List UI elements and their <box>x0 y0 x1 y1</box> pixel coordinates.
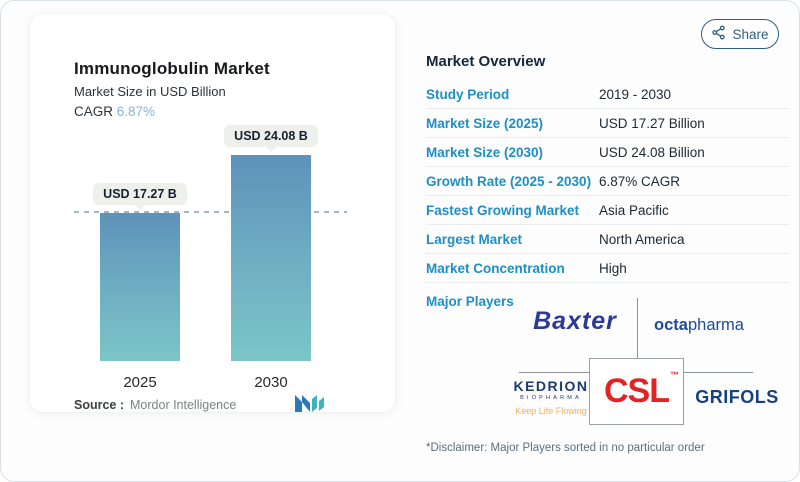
grifols-logo: GRIFOLS <box>695 387 779 407</box>
bar-group-2030: USD 24.08 B 2030 <box>224 125 318 391</box>
source-name: Mordor Intelligence <box>130 398 237 412</box>
row-label: Market Size (2030) <box>426 144 544 160</box>
kedrion-logo-subtitle: BIOPHARMA <box>520 395 582 401</box>
players-divider-vertical <box>637 298 638 358</box>
octapharma-logo-bold: octa <box>654 316 688 334</box>
kedrion-logo-tagline: Keep Life Flowing <box>515 406 587 416</box>
players-divider-right <box>684 372 753 373</box>
row-value: North America <box>599 231 685 247</box>
row-value: Asia Pacific <box>599 202 669 218</box>
row-label: Growth Rate (2025 - 2030) <box>426 173 592 189</box>
table-row-market-size-2030: Market Size (2030) USD 24.08 Billion <box>426 138 789 167</box>
bar-2030 <box>231 155 311 361</box>
row-value: 2019 - 2030 <box>599 86 672 102</box>
octapharma-logo: octapharma <box>647 316 751 335</box>
bar-chart: USD 17.27 B 2025 USD 24.08 B 2030 <box>74 125 347 391</box>
csl-logo-text: CSL <box>604 372 670 410</box>
x-axis-label-2025: 2025 <box>123 374 157 391</box>
row-label: Fastest Growing Market <box>426 202 580 218</box>
share-button[interactable]: Share <box>701 19 779 49</box>
players-divider-left <box>519 372 589 373</box>
row-value: USD 24.08 Billion <box>599 144 705 160</box>
chart-subtitle: Market Size in USD Billion <box>74 84 226 99</box>
baxter-logo: Baxter <box>533 307 617 335</box>
row-value: 6.87% CAGR <box>599 173 681 189</box>
csl-logo-box: CSL ™ <box>589 358 684 425</box>
row-label: Largest Market <box>426 231 523 247</box>
table-row-market-size-2025: Market Size (2025) USD 17.27 Billion <box>426 109 789 138</box>
table-row-study-period: Study Period 2019 - 2030 <box>426 80 789 109</box>
table-row-market-concentration: Market Concentration High <box>426 254 789 283</box>
source-row: Source : Mordor Intelligence <box>74 395 347 415</box>
kedrion-logo-name: KEDRION <box>513 378 589 394</box>
bar-2025 <box>100 213 180 361</box>
disclaimer-text: *Disclaimer: Major Players sorted in no … <box>426 442 705 454</box>
chart-title: Immunoglobulin Market <box>74 59 270 78</box>
share-button-label: Share <box>732 26 769 42</box>
chart-cagr: CAGR 6.87% <box>74 104 155 119</box>
table-row-fastest-growing-market: Fastest Growing Market Asia Pacific <box>426 196 789 225</box>
source-label: Source : <box>74 398 125 412</box>
cagr-label: CAGR <box>74 104 117 119</box>
row-label: Market Concentration <box>426 260 565 276</box>
cagr-value: 6.87% <box>116 104 156 119</box>
table-row-largest-market: Largest Market North America <box>426 225 789 254</box>
csl-trademark: ™ <box>670 370 679 380</box>
octapharma-logo-light: pharma <box>687 316 744 334</box>
table-row-growth-rate: Growth Rate (2025 - 2030) 6.87% CAGR <box>426 167 789 196</box>
overview-heading: Market Overview <box>426 53 546 70</box>
row-value: USD 17.27 Billion <box>599 115 705 131</box>
row-label: Study Period <box>426 86 510 102</box>
row-value: High <box>599 260 627 276</box>
x-axis-label-2030: 2030 <box>254 374 288 391</box>
row-label: Market Size (2025) <box>426 115 544 131</box>
csl-logo: CSL ™ <box>604 370 679 411</box>
mordor-intelligence-logo-icon <box>295 395 325 415</box>
overview-table: Study Period 2019 - 2030 Market Size (20… <box>426 80 789 283</box>
reference-dashed-line <box>74 211 347 213</box>
kedrion-logo: KEDRION BIOPHARMA Keep Life Flowing <box>513 378 589 416</box>
bar-value-label-2025: USD 17.27 B <box>93 183 187 205</box>
share-icon <box>711 25 726 43</box>
bar-group-2025: USD 17.27 B 2025 <box>93 183 187 391</box>
chart-card: Immunoglobulin Market Market Size in USD… <box>29 13 396 413</box>
bar-value-label-2030: USD 24.08 B <box>224 125 318 147</box>
major-players-label: Major Players <box>426 294 514 309</box>
